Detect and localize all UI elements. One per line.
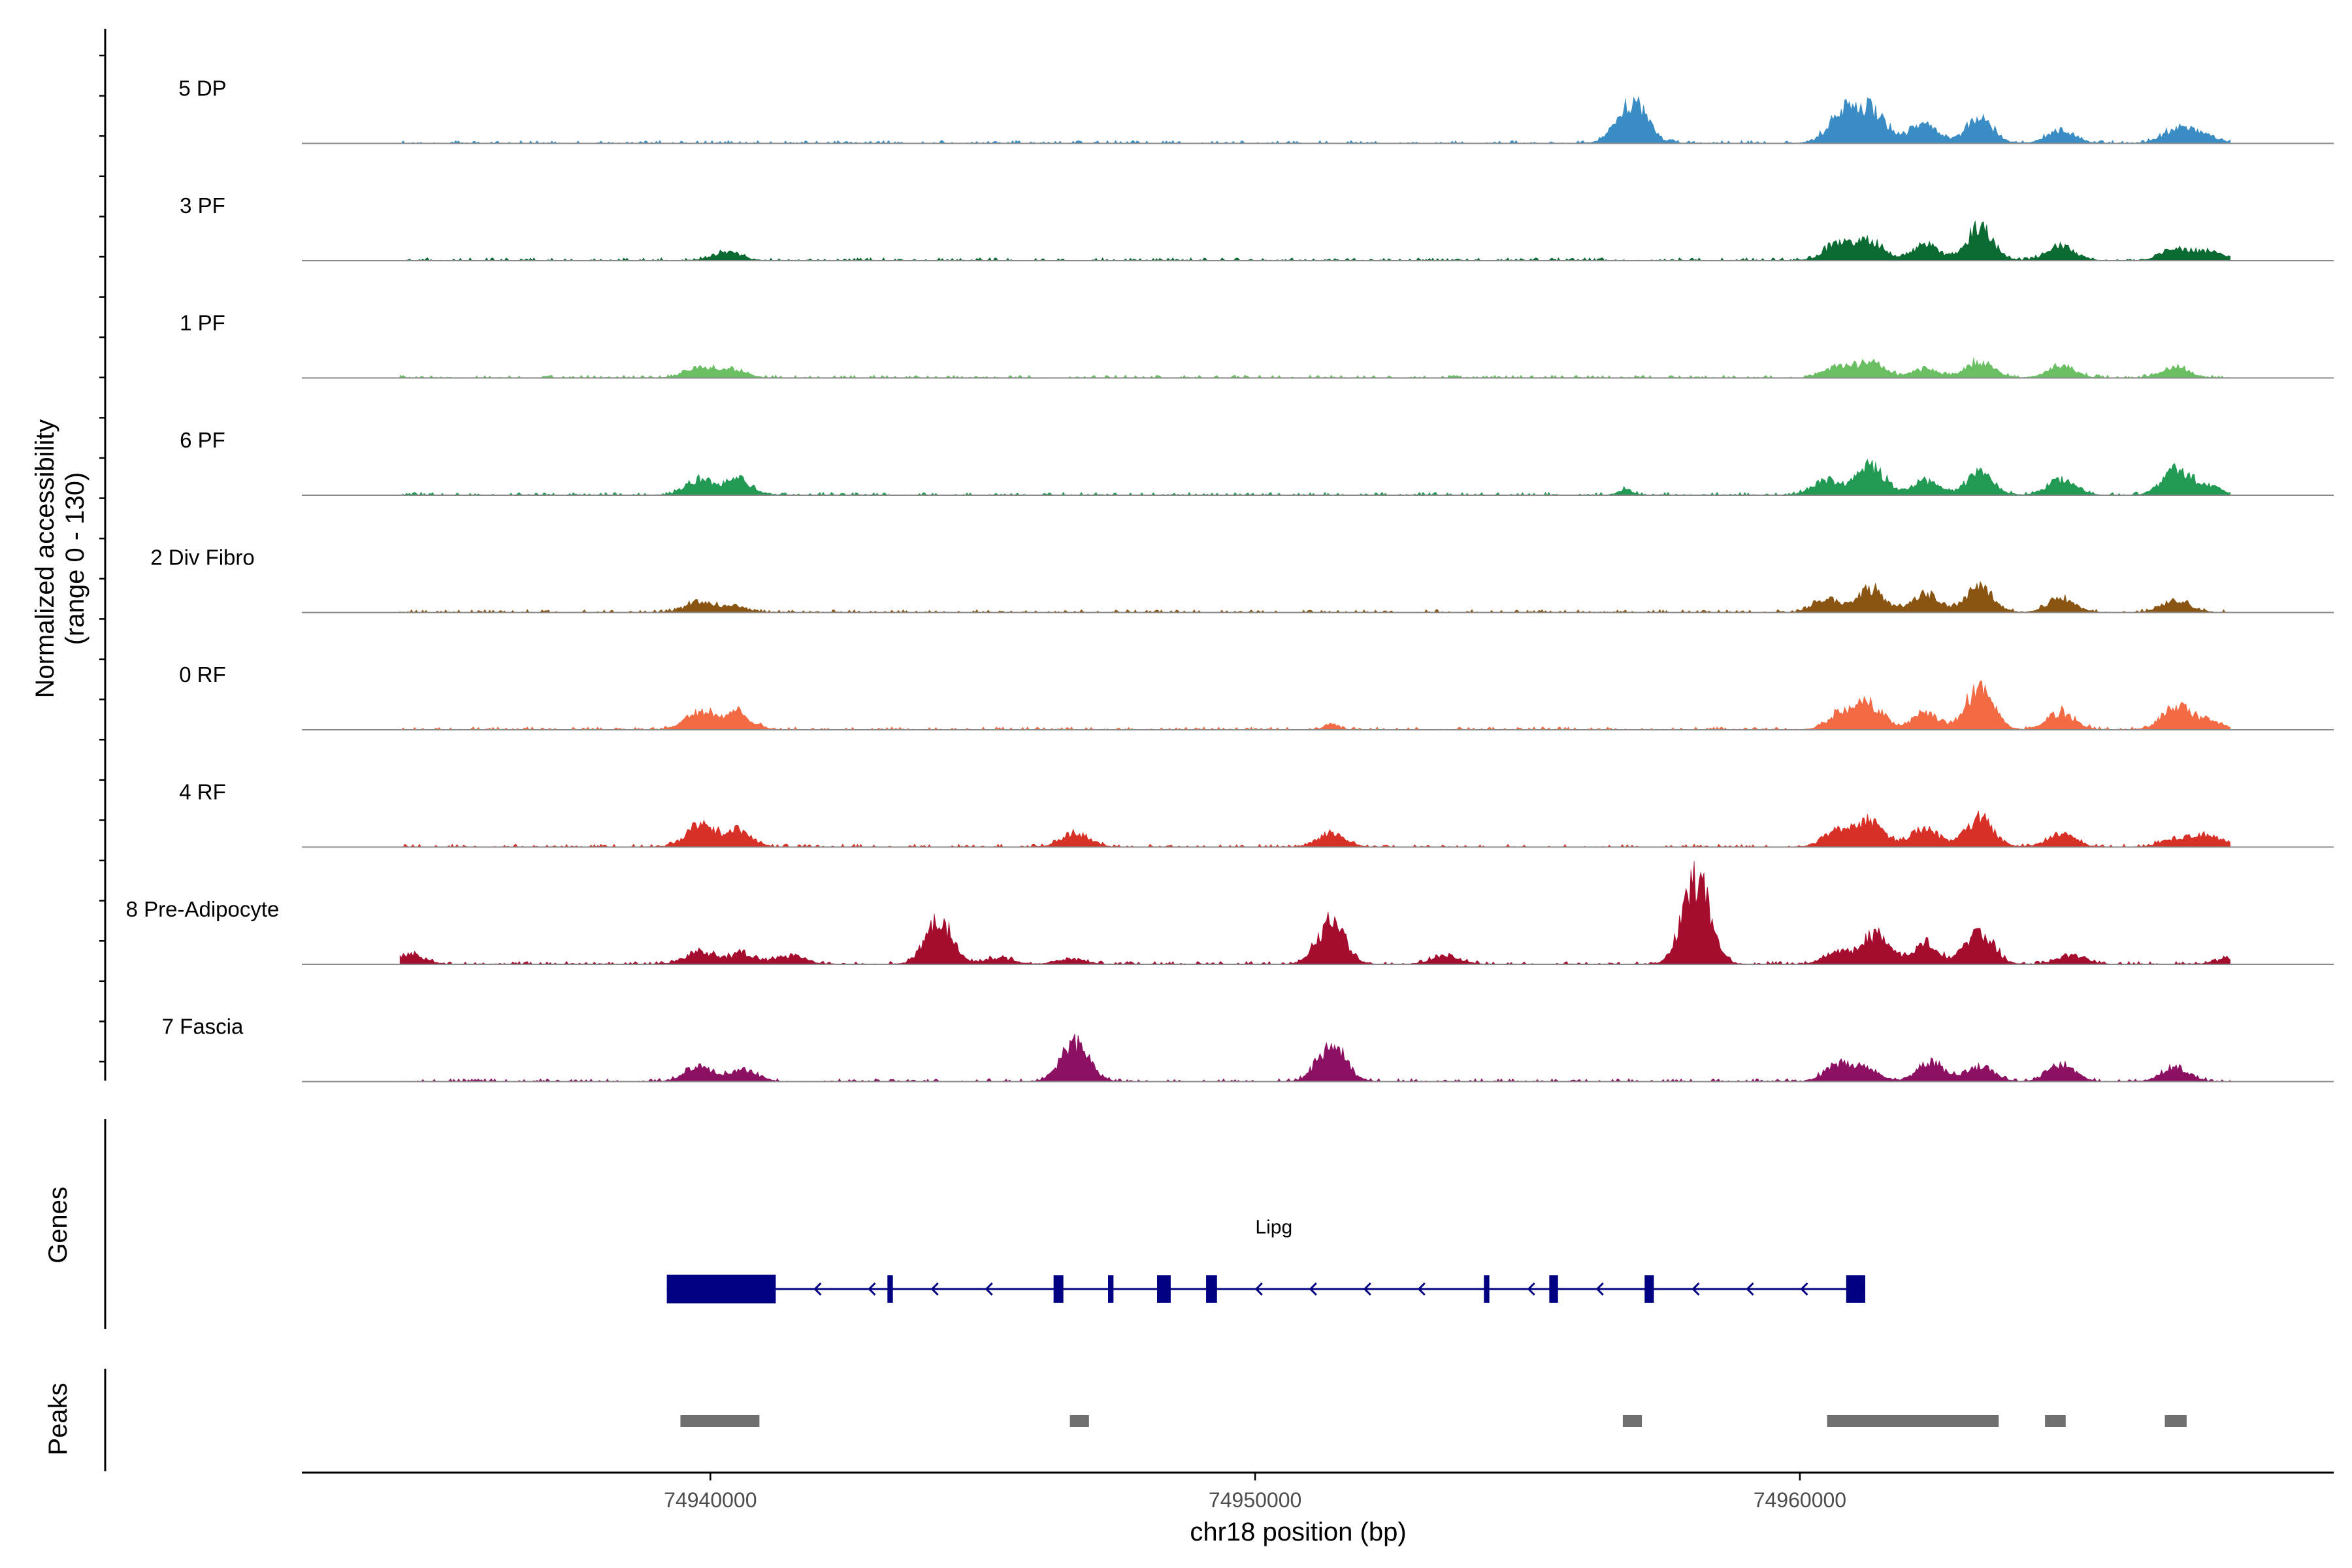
peak-region <box>2045 1415 2066 1427</box>
track-label: 3 PF <box>180 193 225 218</box>
gene-exon <box>1206 1275 1217 1303</box>
gene-track: Lipg <box>666 1217 1865 1303</box>
track-label: 8 Pre-Adipocyte <box>126 897 280 921</box>
coverage-area <box>399 459 2230 496</box>
y-axis-label-line1: Normalized accessibility <box>31 419 59 698</box>
strand-arrow <box>1254 1282 1263 1296</box>
coverage-area <box>399 1034 2230 1082</box>
peak-region <box>1622 1415 1642 1427</box>
y-axis-label: Normalized accessibility(range 0 - 130) <box>31 419 90 698</box>
x-axis-label: chr18 position (bp) <box>1190 1518 1406 1546</box>
gene-exon <box>1549 1275 1558 1303</box>
track-8-pre-adipocyte: 8 Pre-Adipocyte <box>126 860 2334 965</box>
track-1-pf: 1 PF <box>180 311 2334 379</box>
gene-name: Lipg <box>1255 1217 1292 1238</box>
peak-region <box>680 1415 760 1427</box>
peak-region <box>1827 1415 1999 1427</box>
strand-arrow <box>1363 1282 1371 1296</box>
axes: Normalized accessibility(range 0 - 130) G… <box>31 29 2334 1546</box>
track-label: 1 PF <box>180 311 225 335</box>
gene-exon <box>1644 1275 1654 1303</box>
track-7-fascia: 7 Fascia <box>162 1015 2334 1083</box>
coverage-area <box>399 860 2230 965</box>
track-0-rf: 0 RF <box>179 662 2334 730</box>
strand-arrow <box>1746 1282 1754 1296</box>
peaks-label: Peaks <box>44 1382 73 1455</box>
x-tick-label: 74950000 <box>1209 1488 1301 1512</box>
track-6-pf: 6 PF <box>180 428 2334 496</box>
coverage-area <box>399 810 2230 847</box>
track-label: 5 DP <box>178 76 226 101</box>
x-tick-label: 74960000 <box>1754 1488 1846 1512</box>
coverage-area <box>399 357 2230 379</box>
genes-label: Genes <box>44 1186 73 1264</box>
strand-arrow <box>1417 1282 1426 1296</box>
gene-exon <box>1484 1275 1490 1303</box>
track-2-div-fibro: 2 Div Fibro <box>150 546 2334 613</box>
gene-exon <box>666 1275 776 1303</box>
peak-region <box>1070 1415 1089 1427</box>
coverage-area <box>399 680 2230 730</box>
coverage-tracks: 5 DP 3 PF 1 PF 6 PF 2 Div Fibro 0 RF 4 RF 8 Pre… <box>126 76 2334 1083</box>
peak-track <box>680 1415 2187 1427</box>
strand-arrow <box>813 1282 822 1296</box>
coverage-area <box>399 220 2230 261</box>
y-axis-label-line2: (range 0 - 130) <box>61 472 90 645</box>
x-tick-label: 74940000 <box>664 1488 757 1512</box>
track-label: 4 RF <box>179 780 226 804</box>
gene-exon <box>1053 1275 1064 1303</box>
strand-arrow <box>1691 1282 1700 1296</box>
track-4-rf: 4 RF <box>179 780 2334 848</box>
coverage-area <box>399 96 2230 144</box>
track-label: 0 RF <box>179 662 226 687</box>
track-5-dp: 5 DP <box>178 76 2334 144</box>
strand-arrow <box>1527 1282 1535 1296</box>
gene-exon <box>1107 1275 1114 1303</box>
strand-arrow <box>985 1282 993 1296</box>
track-label: 7 Fascia <box>162 1015 244 1039</box>
strand-arrow <box>1309 1282 1317 1296</box>
gene-exon <box>1846 1275 1865 1303</box>
track-label: 6 PF <box>180 428 225 452</box>
strand-arrow <box>1595 1282 1604 1296</box>
track-label: 2 Div Fibro <box>150 546 255 570</box>
track-3-pf: 3 PF <box>180 193 2334 261</box>
gene-exon <box>887 1275 893 1303</box>
coverage-area <box>399 580 2230 613</box>
peak-region <box>2164 1415 2187 1427</box>
strand-arrow <box>1800 1282 1808 1296</box>
gene-exon <box>1157 1275 1171 1303</box>
strand-arrow <box>930 1282 939 1296</box>
strand-arrow <box>868 1282 876 1296</box>
